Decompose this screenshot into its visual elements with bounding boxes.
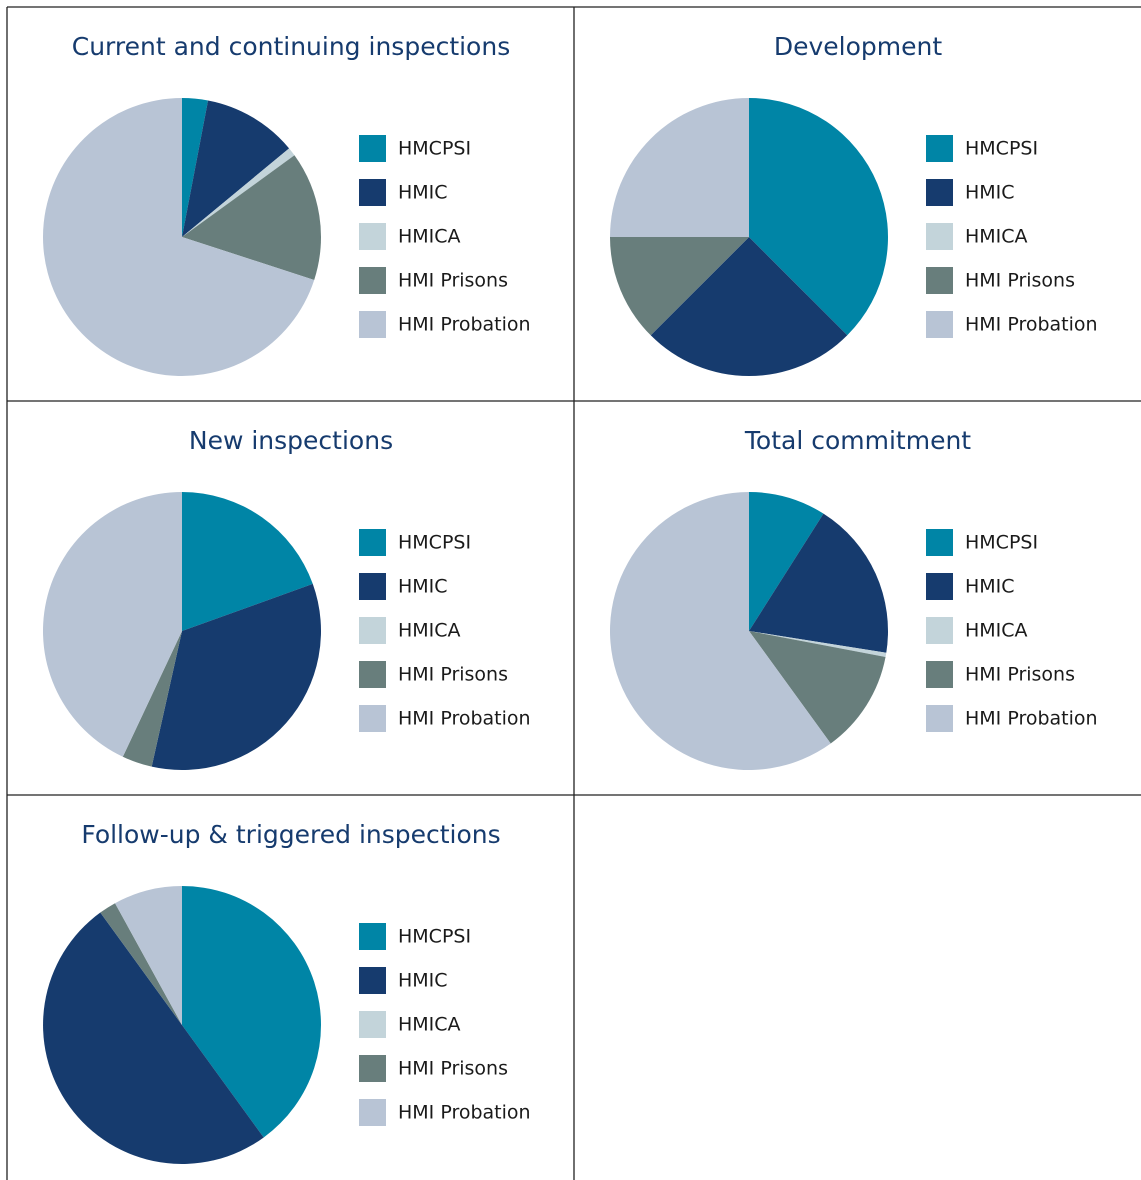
legend-label: HMCPSI — [398, 138, 471, 160]
legend-swatch — [926, 135, 953, 162]
legend-label: HMI Probation — [398, 708, 531, 730]
pie-slice — [610, 492, 831, 770]
pie-slice — [749, 631, 886, 744]
legend-swatch — [359, 223, 386, 250]
legend-label: HMIC — [398, 970, 448, 992]
pie-slice — [182, 98, 209, 237]
legend-label: HMI Probation — [398, 1102, 531, 1124]
legend-label: HMICA — [965, 620, 1028, 642]
pie-slice — [749, 513, 889, 653]
chart-title: Follow-up & triggered inspections — [81, 820, 500, 849]
legend-swatch — [359, 529, 386, 556]
pie-slice — [650, 237, 848, 376]
pie-slice — [182, 148, 295, 237]
pie-slice — [749, 98, 889, 336]
pie-slice — [749, 492, 824, 631]
legend-label: HMI Probation — [965, 708, 1098, 730]
legend-swatch — [359, 661, 386, 688]
chart-title: Development — [774, 32, 942, 61]
pie-slice — [43, 98, 315, 376]
pie-slice — [43, 912, 264, 1164]
legend-swatch — [926, 311, 953, 338]
pie-slice — [610, 98, 749, 237]
pie-slice — [115, 886, 182, 1025]
legend-label: HMICA — [398, 620, 461, 642]
legend-label: HMIC — [965, 182, 1015, 204]
legend-swatch — [926, 661, 953, 688]
pie-slice — [182, 100, 290, 238]
legend-swatch — [359, 617, 386, 644]
legend-swatch — [926, 267, 953, 294]
legend-label: HMIC — [965, 576, 1015, 598]
legend-label: HMIC — [398, 576, 448, 598]
legend-swatch — [359, 267, 386, 294]
legend-swatch — [926, 179, 953, 206]
legend-label: HMI Prisons — [398, 270, 508, 292]
legend-label: HMCPSI — [398, 532, 471, 554]
legend-label: HMI Prisons — [965, 664, 1075, 686]
legend-label: HMICA — [398, 1014, 461, 1036]
legend-swatch — [926, 573, 953, 600]
pie-slice — [610, 237, 749, 336]
pie-slice — [151, 583, 321, 770]
pie-slice — [749, 631, 887, 658]
legend-swatch — [926, 223, 953, 250]
legend-label: HMI Prisons — [965, 270, 1075, 292]
pie-slice — [43, 492, 182, 757]
legend-swatch — [926, 705, 953, 732]
chart-title: Current and continuing inspections — [72, 32, 510, 61]
legend-label: HMI Probation — [398, 314, 531, 336]
legend-swatch — [359, 923, 386, 950]
legend-swatch — [359, 311, 386, 338]
legend-label: HMCPSI — [398, 926, 471, 948]
legend-swatch — [359, 179, 386, 206]
legend-label: HMIC — [398, 182, 448, 204]
pie-slice — [100, 903, 182, 1025]
legend-label: HMI Prisons — [398, 664, 508, 686]
chart-title: Total commitment — [744, 426, 971, 455]
legend-swatch — [359, 705, 386, 732]
legend-label: HMICA — [398, 226, 461, 248]
legend-swatch — [359, 135, 386, 162]
legend-label: HMCPSI — [965, 138, 1038, 160]
legend-swatch — [926, 617, 953, 644]
legend-label: HMI Prisons — [398, 1058, 508, 1080]
legend-swatch — [926, 529, 953, 556]
legend-swatch — [359, 1011, 386, 1038]
pie-slice — [182, 492, 313, 631]
legend-label: HMCPSI — [965, 532, 1038, 554]
legend-swatch — [359, 573, 386, 600]
pie-slice — [122, 631, 182, 767]
legend-label: HMICA — [965, 226, 1028, 248]
pie-slice — [182, 155, 321, 280]
legend-swatch — [359, 1055, 386, 1082]
pie-slice — [182, 886, 322, 1138]
legend-label: HMI Probation — [965, 314, 1098, 336]
legend-swatch — [359, 1099, 386, 1126]
chart-title: New inspections — [189, 426, 393, 455]
legend-swatch — [359, 967, 386, 994]
